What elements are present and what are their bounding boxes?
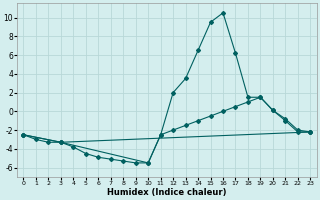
X-axis label: Humidex (Indice chaleur): Humidex (Indice chaleur) bbox=[107, 188, 227, 197]
